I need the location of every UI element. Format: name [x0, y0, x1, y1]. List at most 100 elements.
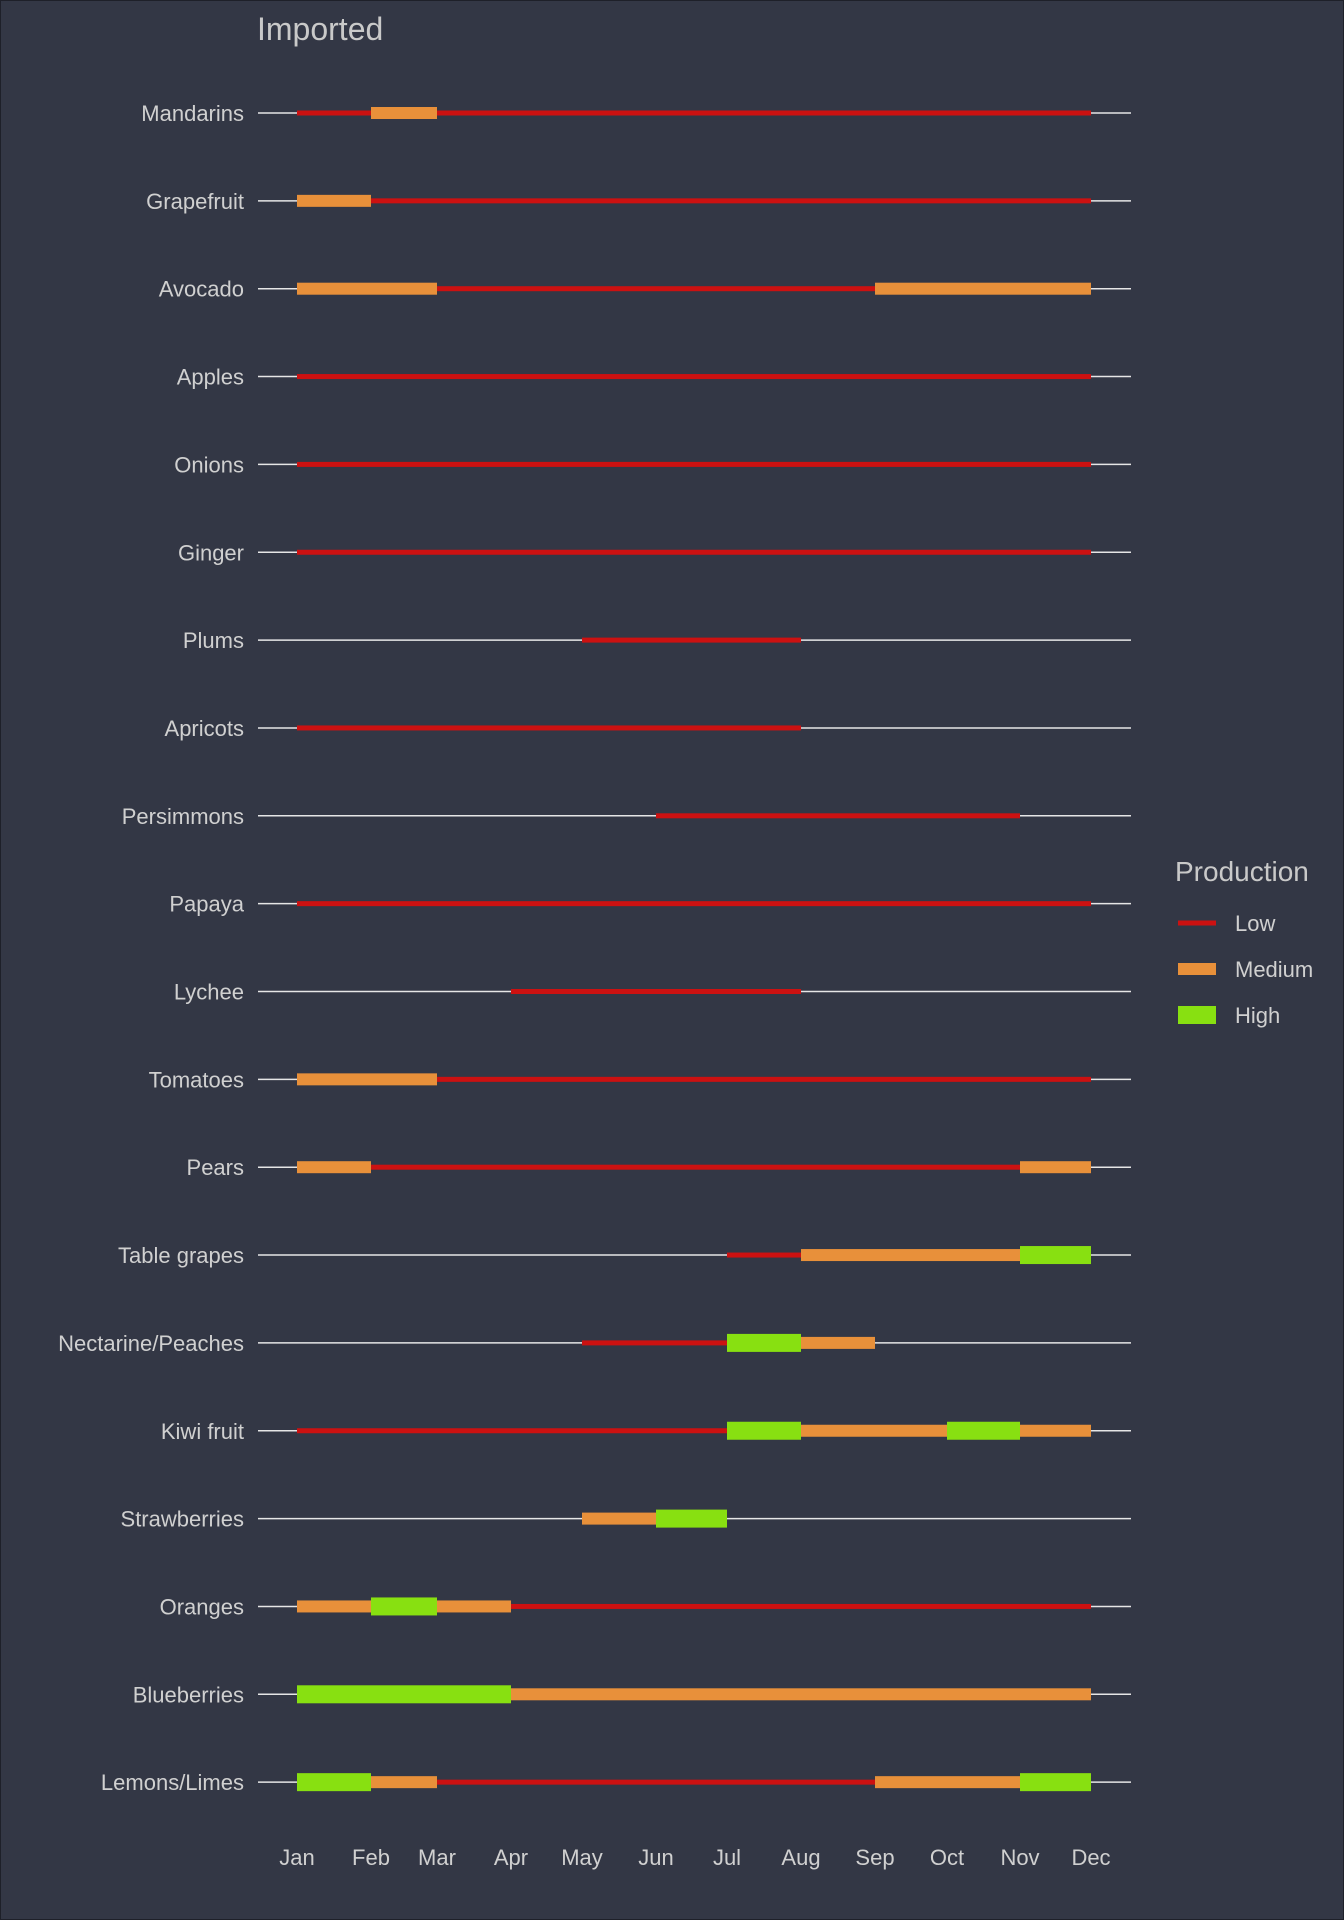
chart-title: Imported [257, 11, 383, 47]
segment-high [1020, 1773, 1091, 1792]
segment-medium [511, 1688, 1091, 1701]
segment-low [297, 549, 1091, 555]
row-label: Persimmons [122, 804, 244, 829]
segment-low [297, 725, 801, 731]
segment-medium [801, 1336, 875, 1349]
row-label: Lychee [174, 980, 244, 1005]
segment-low [297, 461, 1091, 467]
row-grapefruit: Grapefruit [146, 189, 1131, 214]
row-avocado: Avocado [159, 277, 1131, 302]
x-tick-label: Sep [855, 1845, 894, 1870]
segment-low [437, 110, 1091, 116]
legend-label: Low [1235, 911, 1275, 936]
row-kiwi-fruit: Kiwi fruit [161, 1419, 1131, 1444]
legend-label: Medium [1235, 957, 1313, 982]
row-onions: Onions [174, 452, 1131, 477]
row-tomatoes: Tomatoes [149, 1067, 1131, 1092]
row-lemons-limes: Lemons/Limes [101, 1770, 1131, 1795]
row-pears: Pears [187, 1155, 1131, 1180]
rows-layer: Mandarins Grapefruit Avocado Apples Onions Gi… [58, 101, 1131, 1795]
row-label: Nectarine/Peaches [58, 1331, 244, 1356]
row-label: Apricots [165, 716, 244, 741]
x-tick-label: Nov [1000, 1845, 1039, 1870]
segment-medium [875, 1776, 1020, 1789]
x-tick-label: Jan [279, 1845, 314, 1870]
segment-medium [582, 1512, 656, 1525]
row-label: Mandarins [141, 101, 244, 126]
row-label: Blueberries [133, 1682, 244, 1707]
row-oranges: Oranges [160, 1594, 1131, 1619]
segment-low [297, 110, 371, 116]
segment-low [437, 1779, 875, 1785]
segment-high [297, 1685, 511, 1704]
segment-medium [371, 107, 437, 119]
row-label: Kiwi fruit [161, 1419, 244, 1444]
row-label: Grapefruit [146, 189, 244, 214]
segment-high [656, 1509, 727, 1528]
segment-medium [437, 1600, 511, 1613]
row-label: Avocado [159, 277, 244, 302]
row-label: Table grapes [118, 1243, 244, 1268]
segment-high [1020, 1246, 1091, 1265]
segment-high [371, 1597, 437, 1616]
segment-medium [371, 1776, 437, 1789]
x-tick-label: Aug [781, 1845, 820, 1870]
segment-low [437, 1076, 1091, 1082]
x-axis: Jan Feb Mar Apr May Jun Jul Aug Sep Oct Nov Dec [279, 1845, 1110, 1870]
legend-item-medium: Medium [1178, 957, 1313, 982]
legend-title: Production [1175, 856, 1309, 887]
segment-medium [801, 1424, 947, 1437]
x-tick-label: Dec [1071, 1845, 1110, 1870]
x-tick-label: Apr [494, 1845, 528, 1870]
row-apricots: Apricots [165, 716, 1131, 741]
row-label: Pears [187, 1155, 244, 1180]
segment-medium [801, 1249, 1020, 1262]
row-persimmons: Persimmons [122, 804, 1131, 829]
segment-medium [297, 1161, 371, 1174]
x-tick-label: Jun [638, 1845, 673, 1870]
legend-item-high: High [1178, 1003, 1280, 1028]
segment-medium [297, 194, 371, 207]
segment-low [297, 1428, 727, 1434]
row-lychee: Lychee [174, 980, 1131, 1005]
legend: Production Low Medium High [1175, 856, 1313, 1028]
segment-medium [875, 282, 1091, 295]
row-label: Onions [174, 452, 244, 477]
x-tick-label: Jul [713, 1845, 741, 1870]
row-label: Lemons/Limes [101, 1770, 244, 1795]
segment-low [727, 1252, 801, 1258]
row-mandarins: Mandarins [141, 101, 1131, 126]
x-tick-label: Feb [352, 1845, 390, 1870]
legend-key-low [1178, 920, 1216, 926]
segment-high [297, 1773, 371, 1792]
segment-low [297, 374, 1091, 380]
legend-key-medium [1178, 963, 1216, 975]
segment-low [656, 813, 1020, 819]
x-tick-label: May [561, 1845, 603, 1870]
x-tick-label: Mar [418, 1845, 456, 1870]
x-tick-label: Oct [930, 1845, 964, 1870]
segment-low [437, 286, 875, 292]
segment-low [371, 198, 1091, 204]
row-label: Apples [177, 365, 244, 390]
segment-low [297, 901, 1091, 907]
segment-medium [297, 282, 437, 295]
row-label: Ginger [178, 540, 244, 565]
segment-low [582, 1340, 727, 1346]
row-table-grapes: Table grapes [118, 1243, 1131, 1268]
row-plums: Plums [183, 628, 1131, 653]
row-label: Papaya [169, 892, 244, 917]
segment-medium [297, 1073, 437, 1086]
row-papaya: Papaya [169, 892, 1131, 917]
legend-item-low: Low [1178, 911, 1275, 936]
segment-low [371, 1164, 1020, 1170]
row-label: Tomatoes [149, 1067, 244, 1092]
segment-high [727, 1421, 801, 1440]
row-ginger: Ginger [178, 540, 1131, 565]
legend-label: High [1235, 1003, 1280, 1028]
segment-high [947, 1421, 1020, 1440]
row-label: Strawberries [121, 1507, 244, 1532]
segment-medium [297, 1600, 371, 1613]
segment-low [511, 989, 801, 994]
